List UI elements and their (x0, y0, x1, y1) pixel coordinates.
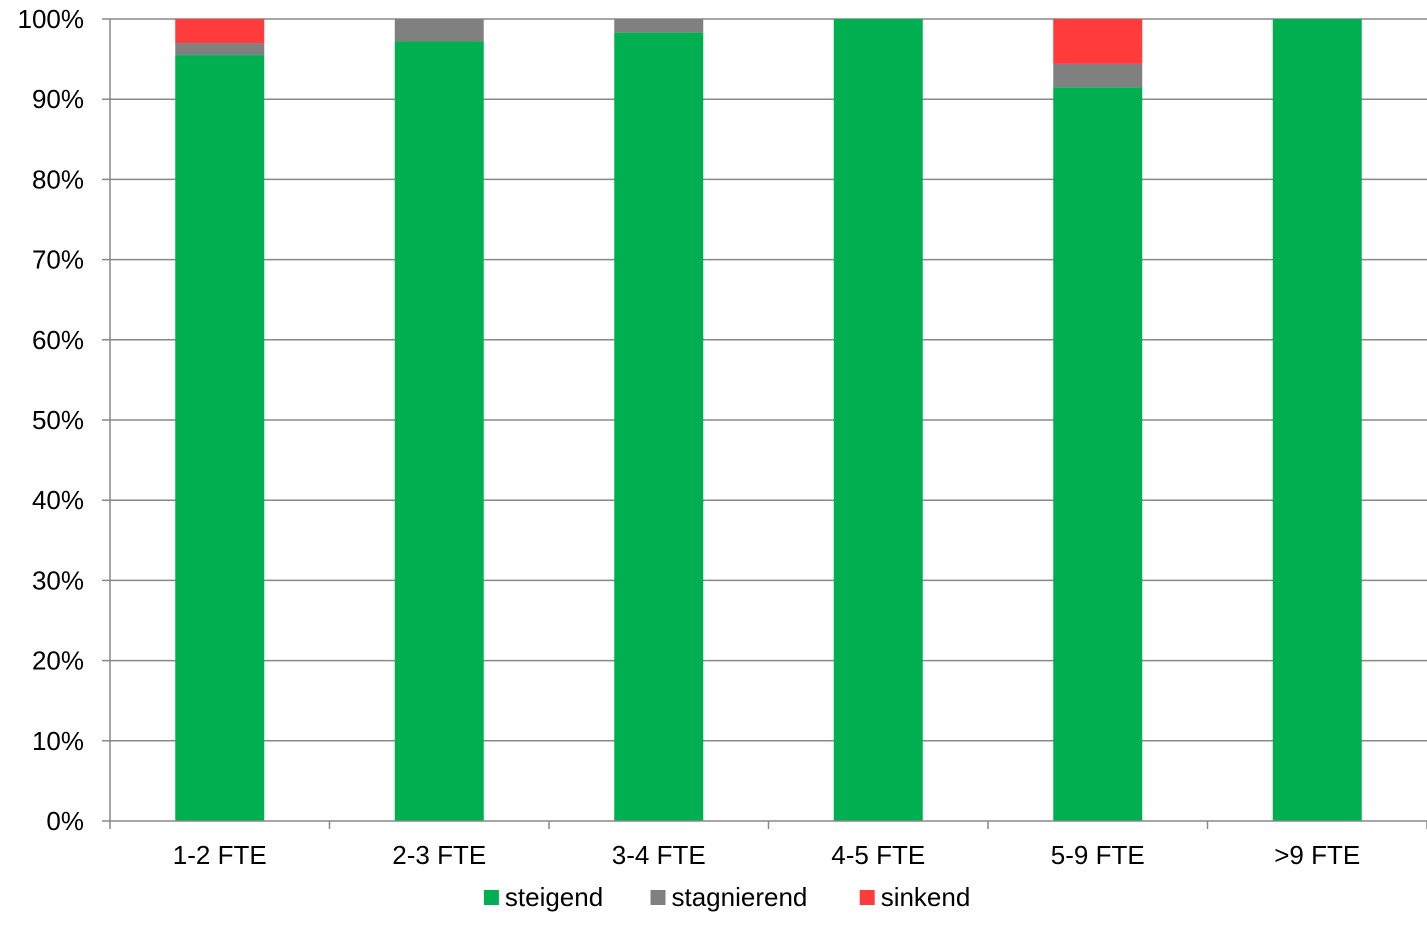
y-tick-label: 90% (32, 84, 84, 114)
legend-swatch-steigend (483, 890, 499, 905)
y-tick-label: 60% (32, 325, 84, 355)
bar-segment-sinkend (175, 19, 265, 44)
bar-segment-steigend (175, 55, 265, 821)
x-tick-label: 5-9 FTE (1051, 840, 1145, 870)
bar-segment-steigend (833, 19, 923, 821)
y-tick-label: 40% (32, 485, 84, 515)
legend-label: stagnierend (672, 882, 808, 912)
bar-segment-steigend (1272, 19, 1362, 821)
bar-segment-stagnierend (614, 19, 704, 33)
legend-label: sinkend (881, 882, 971, 912)
y-axis-tick-labels: 0% 10% 20% 30% 40% 50% 60% 70% 80% 90% 100% (18, 4, 85, 836)
bar-segment-steigend (614, 32, 704, 822)
x-tick-label: 4-5 FTE (831, 840, 925, 870)
bars (175, 19, 1362, 822)
y-tick-label: 30% (32, 565, 84, 595)
y-tick-label: 70% (32, 245, 84, 275)
bar-segment-stagnierend (394, 19, 484, 42)
grid-lines (110, 18, 1427, 742)
bar-segment-steigend (1053, 87, 1143, 822)
x-tick-label: 2-3 FTE (392, 840, 486, 870)
y-tick-label: 20% (32, 646, 84, 676)
legend-swatch-stagnierend (650, 890, 666, 905)
legend-swatch-sinkend (859, 890, 875, 905)
axes (102, 18, 1427, 829)
bar-segment-steigend (394, 41, 484, 822)
legend: steigend stagnierend sinkend (483, 882, 971, 912)
y-tick-label: 80% (32, 164, 84, 194)
x-tick-label: >9 FTE (1274, 840, 1360, 870)
bar-segment-sinkend (1053, 19, 1143, 64)
bar-segment-stagnierend (175, 43, 265, 56)
y-tick-label: 100% (18, 4, 85, 34)
y-tick-label: 50% (32, 405, 84, 435)
x-tick-label: 3-4 FTE (612, 840, 706, 870)
y-tick-label: 0% (46, 806, 84, 836)
legend-label: steigend (505, 882, 603, 912)
x-axis-tick-labels: 1-2 FTE 2-3 FTE 3-4 FTE 4-5 FTE 5-9 FTE >9 FT… (173, 840, 1360, 870)
y-tick-label: 10% (32, 726, 84, 756)
bar-segment-stagnierend (1053, 63, 1143, 88)
x-tick-label: 1-2 FTE (173, 840, 267, 870)
